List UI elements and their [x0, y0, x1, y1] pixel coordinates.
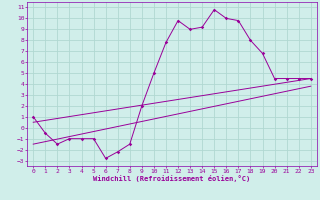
X-axis label: Windchill (Refroidissement éolien,°C): Windchill (Refroidissement éolien,°C) [93, 175, 251, 182]
